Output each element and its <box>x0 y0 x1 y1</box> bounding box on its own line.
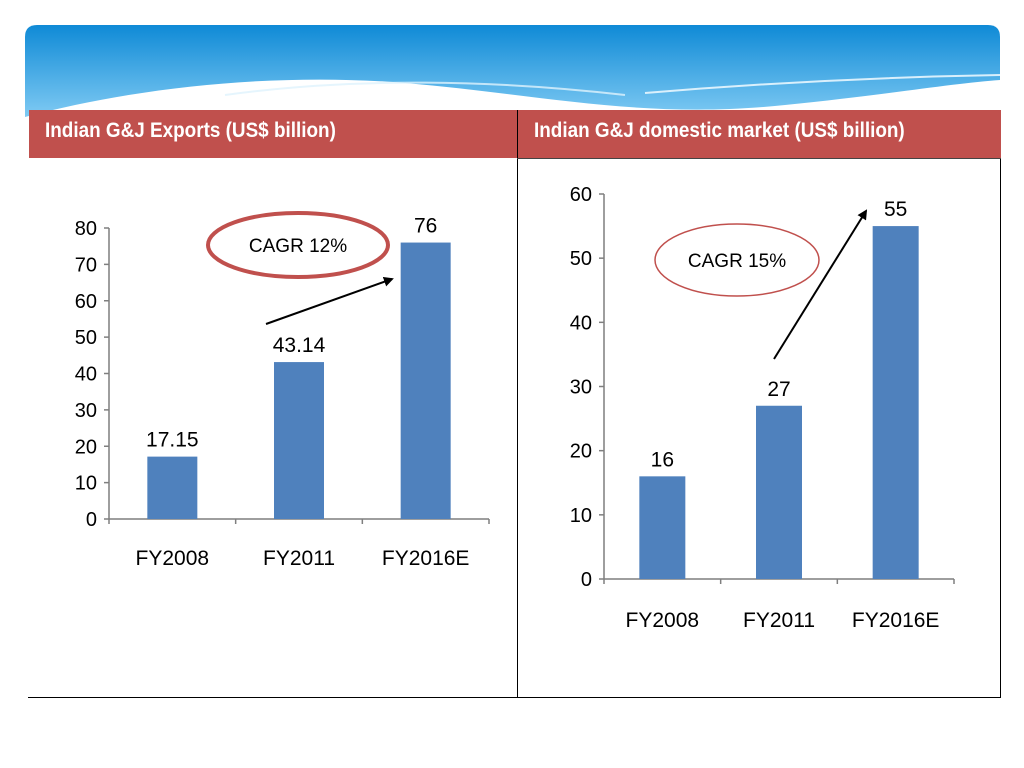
left-category-label: FY2011 <box>263 547 335 570</box>
domestic-market-bar-chart: 0 10 20 30 40 50 60 16 FY2008 27 FY2011 55 FY2016E CA… <box>570 184 955 632</box>
left-cagr-label: CAGR 12% <box>249 236 347 257</box>
left-data-label: 17.15 <box>146 429 199 452</box>
left-bar-fy2008 <box>147 456 198 519</box>
right-category-label: FY2011 <box>743 609 815 632</box>
right-category-label: FY2008 <box>626 609 700 632</box>
left-data-label: 43.14 <box>273 334 326 357</box>
right-data-label: 16 <box>651 448 674 471</box>
left-bar-fy2016e <box>400 242 451 520</box>
left-y-tick-label: 40 <box>75 364 97 386</box>
right-y-tick-label: 10 <box>570 505 592 527</box>
left-column-header: Indian G&J Exports (US$ billion) <box>29 110 517 158</box>
left-data-label: 76 <box>414 215 437 238</box>
right-cagr-ellipse <box>654 223 820 297</box>
left-y-tick-label: 80 <box>75 218 97 240</box>
right-data-label: 55 <box>884 198 907 221</box>
right-cagr-label: CAGR 15% <box>688 251 786 272</box>
header-divider-line <box>517 110 518 698</box>
left-cagr-ellipse <box>206 211 390 279</box>
left-y-tick-label: 50 <box>75 327 97 349</box>
left-y-tick-label: 20 <box>75 436 97 458</box>
exports-bar-chart: 0 10 20 30 40 50 60 70 80 17.15 FY2008 43.14 FY2011 7… <box>75 211 490 570</box>
header-bottom-line <box>517 158 1001 159</box>
right-y-tick-label: 20 <box>570 441 592 463</box>
table-right-line <box>1000 158 1001 698</box>
left-y-tick-label: 0 <box>86 509 97 531</box>
header-banner <box>25 25 1000 117</box>
left-y-tick-label: 10 <box>75 473 97 495</box>
left-category-label: FY2016E <box>382 547 470 570</box>
right-bar-fy2008 <box>639 476 686 579</box>
left-y-tick-label: 60 <box>75 291 97 313</box>
left-category-label: FY2008 <box>136 547 210 570</box>
right-header-label: Indian G&J domestic market (US$ billion) <box>534 119 905 142</box>
right-y-tick-label: 30 <box>570 377 592 399</box>
left-header-label: Indian G&J Exports (US$ billion) <box>45 119 336 142</box>
right-y-tick-label: 40 <box>570 312 592 334</box>
left-y-tick-label: 70 <box>75 254 97 276</box>
right-column-header: Indian G&J domestic market (US$ billion) <box>518 110 1001 158</box>
left-growth-arrow <box>265 276 394 325</box>
right-bar-fy2011 <box>756 405 802 579</box>
table-bottom-line <box>28 697 1001 698</box>
right-y-tick-label: 50 <box>570 248 592 270</box>
right-category-label: FY2016E <box>852 609 940 632</box>
left-bar-fy2011 <box>274 362 324 519</box>
right-bar-fy2016e <box>872 226 919 579</box>
left-y-tick-label: 30 <box>75 400 97 422</box>
right-y-tick-label: 60 <box>570 184 592 206</box>
right-data-label: 27 <box>767 378 790 401</box>
right-growth-arrow <box>773 209 868 360</box>
right-y-tick-label: 0 <box>581 569 592 591</box>
